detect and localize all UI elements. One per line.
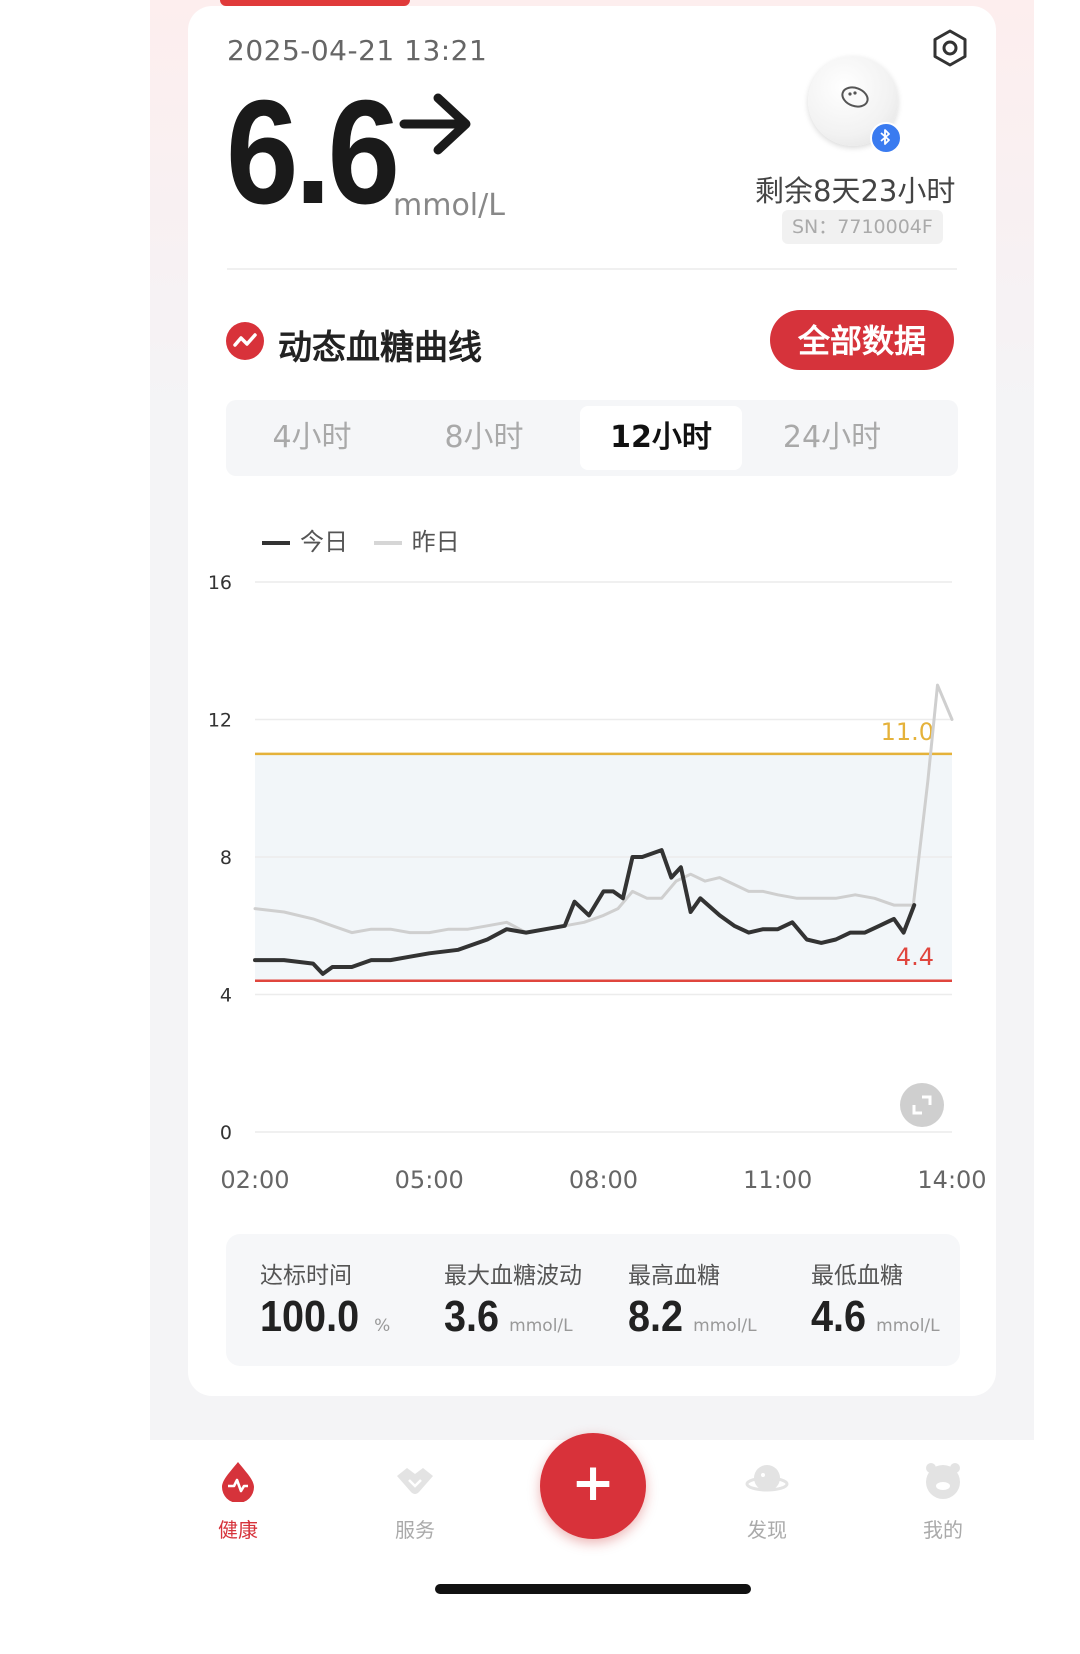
current-glucose-value: 6.6 xyxy=(226,70,400,235)
x-tick-label: 02:00 xyxy=(220,1166,289,1194)
low-threshold-label: 4.4 xyxy=(896,943,934,971)
x-tick-label: 14:00 xyxy=(917,1166,986,1194)
nav-label: 我的 xyxy=(923,1518,963,1542)
tab-8h[interactable]: 8小时 xyxy=(444,420,524,455)
y-tick-label: 0 xyxy=(220,1122,232,1144)
section-title: 动态血糖曲线 xyxy=(278,328,482,368)
nav-label: 服务 xyxy=(395,1518,435,1542)
stat-value: 4.6 xyxy=(811,1292,867,1341)
x-tick-label: 11:00 xyxy=(743,1166,812,1194)
stats-panel: 达标时间 100.0% 最大血糖波动 3.6 mmol/L 最高血糖 8.2 mmo… xyxy=(226,1234,960,1366)
today-series-line xyxy=(253,848,917,976)
stat-label: 最高血糖 xyxy=(628,1263,720,1289)
fullscreen-expand-icon[interactable] xyxy=(900,1083,944,1127)
x-tick-label: 05:00 xyxy=(395,1166,464,1194)
stat-label: 最大血糖波动 xyxy=(444,1263,582,1289)
discover-planet-icon xyxy=(745,1465,789,1492)
trend-chart-icon xyxy=(226,322,264,360)
plus-icon: + xyxy=(571,1453,615,1513)
chart-legend: 今日 昨日 xyxy=(262,522,478,557)
stat-value: 3.6 xyxy=(444,1292,500,1341)
bluetooth-icon xyxy=(870,122,902,154)
reading-timestamp: 2025-04-21 13:21 xyxy=(227,34,488,67)
sensor-icon xyxy=(841,86,869,108)
y-tick-label: 4 xyxy=(220,985,232,1007)
tab-4h[interactable]: 4小时 xyxy=(272,420,352,455)
nav-label: 发现 xyxy=(747,1518,787,1542)
tab-24h[interactable]: 24小时 xyxy=(782,420,882,455)
stat-value: 100.0 xyxy=(260,1292,360,1341)
high-threshold-label: 11.0 xyxy=(881,718,934,746)
tab-12h[interactable]: 12小时 xyxy=(580,406,742,470)
y-tick-label: 16 xyxy=(208,572,232,594)
glucose-chart: 0 4 8 12 16 02:00 05:00 08:00 11:00 14:00 11.0 4.4 xyxy=(208,572,987,1194)
add-record-button[interactable]: + xyxy=(540,1433,646,1539)
nav-service[interactable]: 服务 xyxy=(370,1458,460,1543)
stat-value: 8.2 xyxy=(628,1292,684,1341)
divider xyxy=(227,268,957,270)
sensor-serial-number: SN：7710004F xyxy=(782,210,943,244)
legend-yesterday: 昨日 xyxy=(373,528,460,556)
stat-unit: % xyxy=(374,1316,391,1336)
nav-label: 健康 xyxy=(218,1518,258,1542)
nav-health[interactable]: 健康 xyxy=(193,1458,283,1543)
yesterday-series-line xyxy=(253,683,954,935)
y-tick-label: 8 xyxy=(220,847,232,869)
y-tick-label: 12 xyxy=(208,710,232,732)
service-handshake-icon xyxy=(397,1468,433,1494)
stat-unit: mmol/L xyxy=(693,1316,757,1336)
health-drop-icon xyxy=(222,1462,254,1503)
stat-label: 最低血糖 xyxy=(811,1263,903,1289)
hexagon-settings-icon[interactable] xyxy=(930,28,970,68)
stat-unit: mmol/L xyxy=(876,1316,940,1336)
all-data-button[interactable]: 全部数据 xyxy=(770,310,954,370)
top-banner-edge xyxy=(220,0,410,6)
arrow-right-icon xyxy=(399,93,471,155)
nav-profile[interactable]: 我的 xyxy=(898,1458,988,1543)
sensor-remaining-time: 剩余8天23小时 xyxy=(755,174,956,208)
home-indicator xyxy=(435,1584,751,1594)
glucose-unit: mmol/L xyxy=(393,188,505,223)
target-range-band xyxy=(255,753,952,981)
profile-face-icon xyxy=(926,1463,960,1499)
legend-today: 今日 xyxy=(262,528,348,556)
nav-discover[interactable]: 发现 xyxy=(722,1458,812,1543)
x-tick-label: 08:00 xyxy=(569,1166,638,1194)
stat-label: 达标时间 xyxy=(260,1263,352,1289)
stat-unit: mmol/L xyxy=(509,1316,573,1336)
time-range-tabs: 4小时 8小时 12小时 24小时 xyxy=(226,400,958,476)
